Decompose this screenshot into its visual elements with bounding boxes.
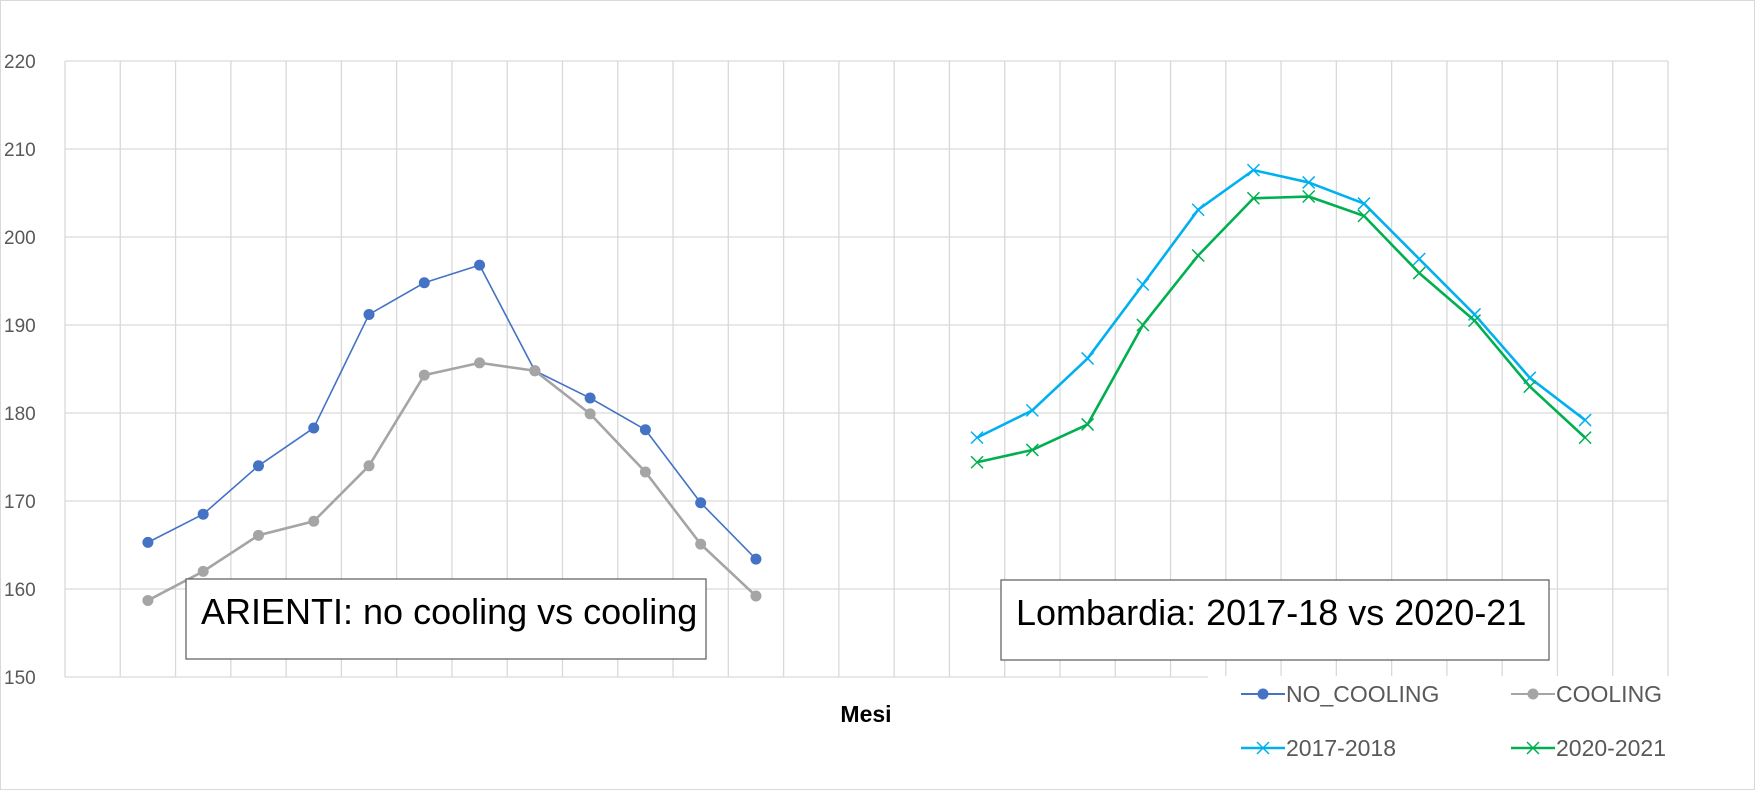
data-point — [1081, 417, 1095, 431]
data-point — [750, 590, 762, 602]
y-tick-label: 170 — [4, 492, 36, 513]
data-point — [474, 259, 486, 271]
data-point — [1357, 209, 1371, 223]
data-point — [1246, 191, 1260, 205]
data-point — [418, 369, 430, 381]
data-point — [970, 455, 984, 469]
legend-item: 2020-2021 — [1511, 735, 1666, 761]
legend-label: 2020-2021 — [1556, 735, 1666, 761]
legend-label: NO_COOLING — [1286, 681, 1439, 707]
data-point — [584, 408, 596, 420]
series-no-cooling — [142, 259, 762, 565]
data-point — [639, 424, 651, 436]
data-point — [1302, 175, 1316, 189]
legend-label: COOLING — [1556, 681, 1662, 707]
annotation-box-lombardia — [1000, 579, 1550, 661]
legend-marker — [1527, 688, 1539, 700]
annotation-boxes: ARIENTI: no cooling vs cooling Lombardia… — [185, 578, 1550, 661]
series-cooling — [142, 357, 762, 606]
gridlines — [64, 60, 1669, 678]
y-tick-label: 220 — [4, 52, 36, 73]
y-tick-label: 160 — [4, 580, 36, 601]
data-point — [1302, 189, 1316, 204]
x-axis-label: Mesi — [840, 701, 891, 727]
data-point — [750, 553, 762, 565]
y-tick-label: 150 — [4, 668, 36, 689]
data-point — [308, 515, 320, 527]
legend-marker — [1256, 741, 1270, 755]
data-point — [252, 460, 264, 472]
data-point — [695, 538, 707, 550]
data-point — [1191, 248, 1205, 263]
annotation-lombardia: Lombardia: 2017-18 vs 2020-21 — [1016, 592, 1526, 633]
annotation-box-arienti — [185, 578, 707, 660]
legend-marker — [1526, 741, 1540, 755]
data-point — [142, 536, 154, 548]
series-line — [147, 264, 757, 560]
legend-label: 2017-2018 — [1286, 735, 1396, 761]
data-point — [418, 277, 430, 289]
data-point — [1467, 314, 1482, 328]
data-point — [584, 392, 596, 404]
y-tick-label: 200 — [4, 228, 36, 249]
data-point — [1081, 351, 1095, 365]
series-2020-2021 — [970, 189, 1592, 469]
legend: NO_COOLING COOLING 2017-2018 2020-2021 — [1208, 676, 1688, 788]
data-point — [197, 508, 209, 520]
y-tick-label: 210 — [4, 140, 36, 161]
data-point — [1412, 252, 1426, 266]
series-line — [976, 195, 1586, 464]
data-point — [1523, 380, 1537, 394]
data-point — [142, 594, 154, 606]
y-axis-ticks: 150 160 170 180 190 200 210 220 — [4, 52, 36, 689]
annotation-arienti: ARIENTI: no cooling vs cooling — [201, 591, 697, 632]
series-line — [976, 168, 1586, 439]
legend-item: COOLING — [1511, 681, 1662, 707]
data-point — [1412, 266, 1426, 280]
series-lines — [142, 163, 1592, 606]
data-point — [474, 357, 486, 369]
data-point — [1578, 431, 1592, 445]
data-point — [252, 529, 264, 541]
y-tick-label: 180 — [4, 404, 36, 425]
data-point — [695, 497, 707, 509]
data-point — [363, 460, 375, 472]
data-point — [197, 565, 209, 577]
data-point — [1136, 318, 1150, 332]
data-point — [363, 308, 375, 320]
data-point — [529, 365, 541, 377]
y-tick-label: 190 — [4, 316, 36, 337]
data-point — [1025, 443, 1039, 457]
legend-item: 2017-2018 — [1241, 735, 1396, 761]
data-point — [1357, 197, 1371, 211]
series-line — [147, 361, 757, 602]
data-point — [639, 466, 651, 478]
data-point — [970, 431, 984, 445]
legend-marker — [1257, 688, 1269, 700]
data-point — [1191, 203, 1205, 217]
data-point — [1246, 163, 1260, 177]
data-point — [1025, 403, 1039, 417]
data-point — [1578, 413, 1592, 427]
legend-item: NO_COOLING — [1241, 681, 1439, 707]
data-point — [1136, 277, 1150, 292]
data-point — [308, 422, 320, 434]
